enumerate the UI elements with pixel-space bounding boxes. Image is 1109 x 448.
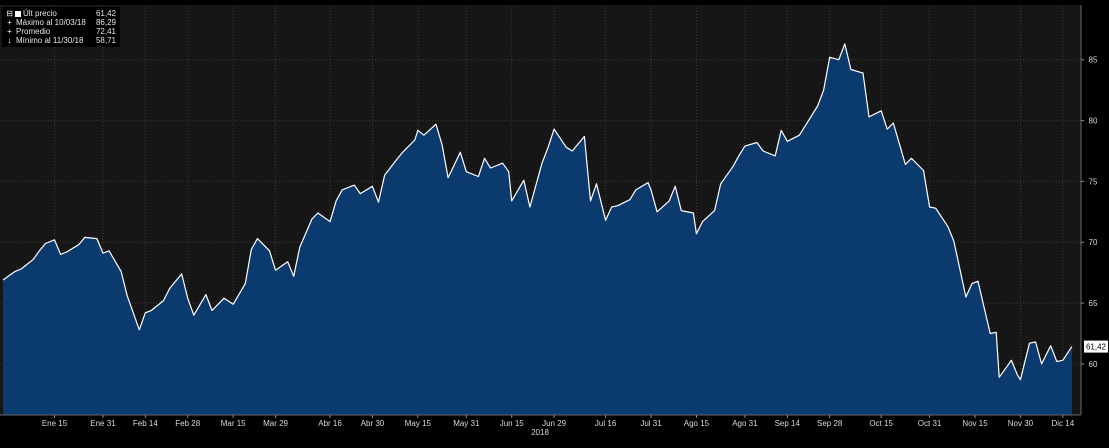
- x-axis-year-label: 2018: [531, 428, 549, 437]
- legend-item-last-price: ⊟ Últ precio 61,42: [5, 9, 116, 18]
- legend-plus-icon: +: [7, 27, 12, 36]
- legend-label: Promedio: [16, 27, 51, 36]
- x-tick-label: Sep 28: [817, 419, 843, 428]
- legend-plus-icon: +: [7, 18, 12, 27]
- x-tick-label: Feb 14: [133, 419, 158, 428]
- x-tick-label: Dic 14: [1051, 419, 1074, 428]
- y-tick-label: 60: [1089, 360, 1098, 369]
- y-tick-label: 80: [1089, 117, 1098, 126]
- x-tick-label: Sep 14: [775, 419, 801, 428]
- last-value-label: 61,42: [1084, 340, 1108, 353]
- x-tick-label: Nov 30: [1008, 419, 1034, 428]
- price-line: [2, 43, 1073, 381]
- legend-label: Máximo al 10/03/18: [16, 18, 86, 27]
- y-tick-label: 75: [1089, 177, 1098, 186]
- x-tick-label: Ene 31: [90, 419, 116, 428]
- x-tick-label: May 31: [453, 419, 480, 428]
- legend-square-icon: ⊟: [6, 9, 13, 18]
- x-tick-label: Jun 15: [500, 419, 525, 428]
- legend-value: 61,42: [95, 9, 116, 18]
- y-tick-label: 85: [1089, 56, 1098, 65]
- x-tick-label: Feb 28: [175, 419, 200, 428]
- x-tick-label: Mar 15: [221, 419, 246, 428]
- legend-label: Últ precio: [23, 9, 57, 18]
- legend: ⊟ Últ precio 61,42 + Máximo al 10/03/18 …: [2, 7, 120, 47]
- x-tick-label: Ago 15: [684, 419, 710, 428]
- x-tick-label: Jul 31: [640, 419, 662, 428]
- legend-swatch-icon: [15, 10, 21, 17]
- price-area: [3, 43, 1072, 416]
- x-tick-label: Mar 29: [263, 419, 288, 428]
- x-tick-label: Abr 16: [318, 419, 342, 428]
- legend-value: 58,71: [95, 36, 116, 45]
- legend-item-min: ↓ Mínimo al 11/30/18 58,71: [5, 36, 117, 45]
- x-tick-label: Ago 31: [732, 419, 758, 428]
- x-tick-label: Abr 30: [361, 419, 385, 428]
- y-tick-label: 70: [1089, 238, 1098, 247]
- legend-item-max: + Máximo al 10/03/18 86,29: [5, 18, 116, 27]
- x-tick-label: Jun 29: [542, 419, 567, 428]
- legend-label: Mínimo al 11/30/18: [16, 36, 84, 45]
- x-tick-label: Ene 15: [42, 419, 68, 428]
- legend-value: 72,41: [95, 27, 116, 36]
- x-tick-label: Oct 15: [869, 419, 893, 428]
- legend-plus-icon: ↓: [7, 36, 12, 45]
- legend-item-average: + Promedio 72,41: [5, 27, 116, 36]
- x-tick-label: Oct 31: [918, 419, 942, 428]
- x-tick-label: Jul 16: [595, 419, 617, 428]
- last-value-label-text: 61,42: [1086, 343, 1107, 352]
- x-tick-label: Nov 15: [962, 419, 988, 428]
- legend-value: 86,29: [95, 18, 116, 27]
- x-tick-label: May 15: [405, 419, 432, 428]
- last-value-label-box: [1084, 340, 1108, 353]
- y-tick-label: 65: [1089, 299, 1098, 308]
